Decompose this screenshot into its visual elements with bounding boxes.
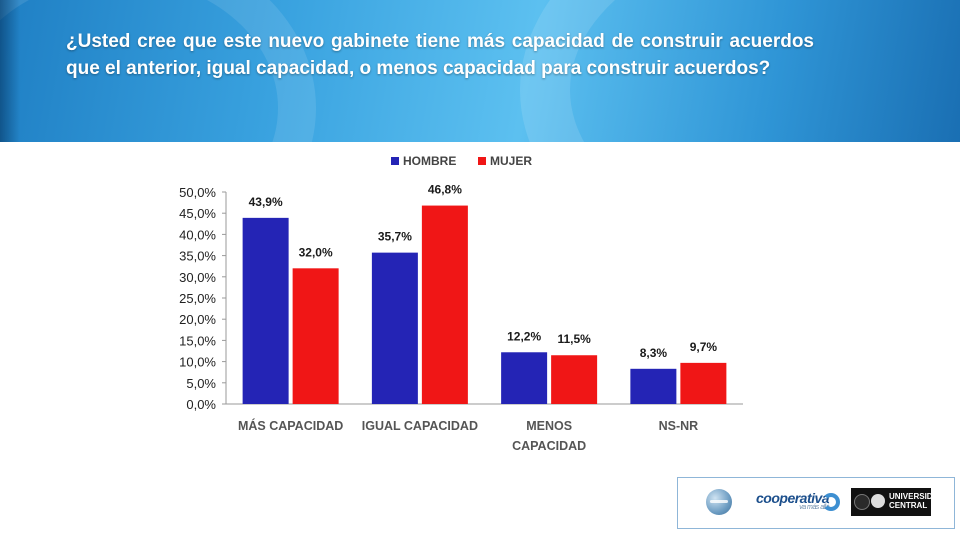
y-tick-label: 5,0% <box>186 376 216 391</box>
seal-icon <box>871 494 885 508</box>
header-banner: ¿Usted cree que este nuevo gabinete tien… <box>0 0 960 142</box>
bar-mujer <box>421 205 468 404</box>
universidad-central-logo: UNIVERSIDAD CENTRAL <box>851 488 944 516</box>
x-category-label: IGUAL CAPACIDAD <box>362 419 478 433</box>
data-label: 32,0% <box>299 245 333 259</box>
y-tick-label: 0,0% <box>186 397 216 412</box>
data-label: 11,5% <box>557 332 591 346</box>
x-category-label: MÁS CAPACIDAD <box>238 418 343 433</box>
legend-swatch-hombre <box>391 157 399 165</box>
y-tick-label: 40,0% <box>179 227 216 242</box>
data-label: 46,8% <box>428 183 462 197</box>
y-tick-label: 35,0% <box>179 249 216 264</box>
y-tick-label: 20,0% <box>179 312 216 327</box>
data-label: 12,2% <box>507 329 541 343</box>
bar-mujer <box>551 355 598 404</box>
data-label: 8,3% <box>640 346 668 360</box>
data-label: 43,9% <box>249 195 283 209</box>
cooperativa-logo-tagline: va más allá <box>799 504 830 511</box>
x-category-label: CAPACIDAD <box>512 439 586 453</box>
y-tick-label: 15,0% <box>179 333 216 348</box>
data-label: 35,7% <box>378 230 412 244</box>
bar-mujer <box>292 268 339 404</box>
y-tick-label: 10,0% <box>179 355 216 370</box>
legend-swatch-mujer <box>478 157 486 165</box>
bar-hombre <box>371 252 418 404</box>
seal-icon <box>854 494 870 510</box>
bar-hombre <box>501 352 548 404</box>
cooperativa-logo: cooperativa va más allá <box>756 490 830 511</box>
universidad-central-logo-text: UNIVERSIDAD CENTRAL <box>889 492 945 510</box>
globe-logo-icon <box>706 489 732 515</box>
legend-label: HOMBRE <box>403 154 456 168</box>
bar-chart: 0,0% 5,0% 10,0% 15,0% 20,0% 25,0% 30,0% 35,0% 40… <box>179 154 743 453</box>
cooperativa-swirl-icon <box>822 493 840 511</box>
y-tick-label: 30,0% <box>179 270 216 285</box>
bar-hombre <box>242 217 289 404</box>
y-tick-label: 50,0% <box>179 185 216 200</box>
survey-question: ¿Usted cree que este nuevo gabinete tien… <box>66 31 814 79</box>
y-tick-label: 45,0% <box>179 206 216 221</box>
bar-mujer <box>680 362 727 404</box>
x-category-label: NS-NR <box>659 419 699 433</box>
cooperativa-logo-text: cooperativa <box>756 490 830 506</box>
x-category-label: MENOS <box>526 419 572 433</box>
y-tick-label: 25,0% <box>179 291 216 306</box>
data-label: 9,7% <box>690 340 718 354</box>
legend-label: MUJER <box>490 154 532 168</box>
header-edge-shade <box>0 0 20 142</box>
sponsor-logos: cooperativa va más allá UNIVERSIDAD CENT… <box>677 477 955 529</box>
bar-hombre <box>630 368 677 404</box>
